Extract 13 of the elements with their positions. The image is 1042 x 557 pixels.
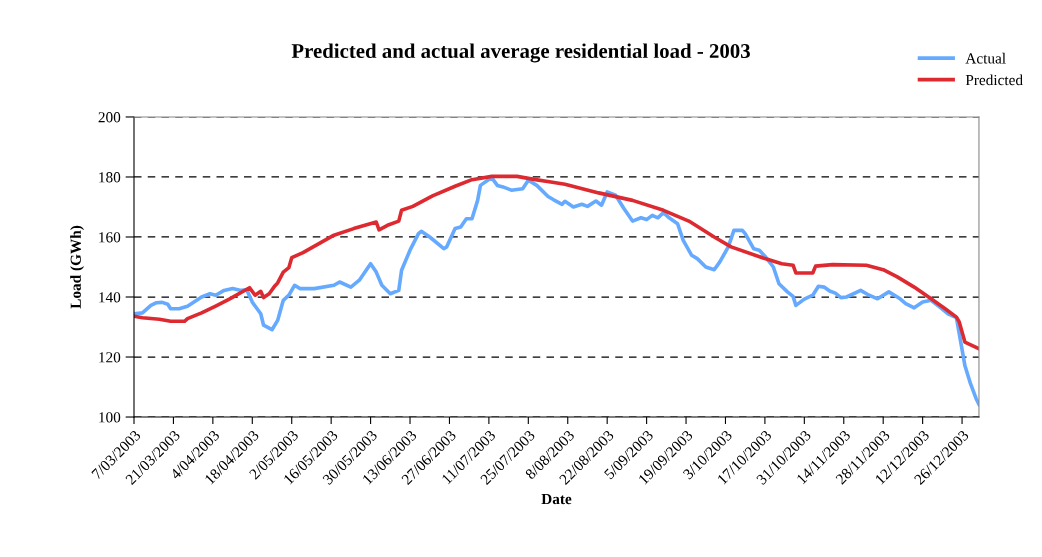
line-series [134, 174, 979, 351]
chart-title: Predicted and actual average residential load - 2003 [291, 43, 750, 63]
y-tick-label: 120 [99, 352, 121, 363]
legend-label: Predicted [965, 74, 1023, 86]
y-tick-label: 200 [98, 112, 121, 123]
y-tick-label: 100 [99, 412, 121, 423]
y-tick-label: 140 [99, 292, 121, 303]
y-tick-label: 180 [99, 172, 121, 183]
y-axis-title: Load (GWh) [70, 225, 84, 309]
line-series [134, 175, 979, 407]
legend-label: Actual [965, 52, 1006, 64]
y-tick-label: 160 [99, 232, 121, 243]
x-axis-title: Date [541, 494, 572, 505]
